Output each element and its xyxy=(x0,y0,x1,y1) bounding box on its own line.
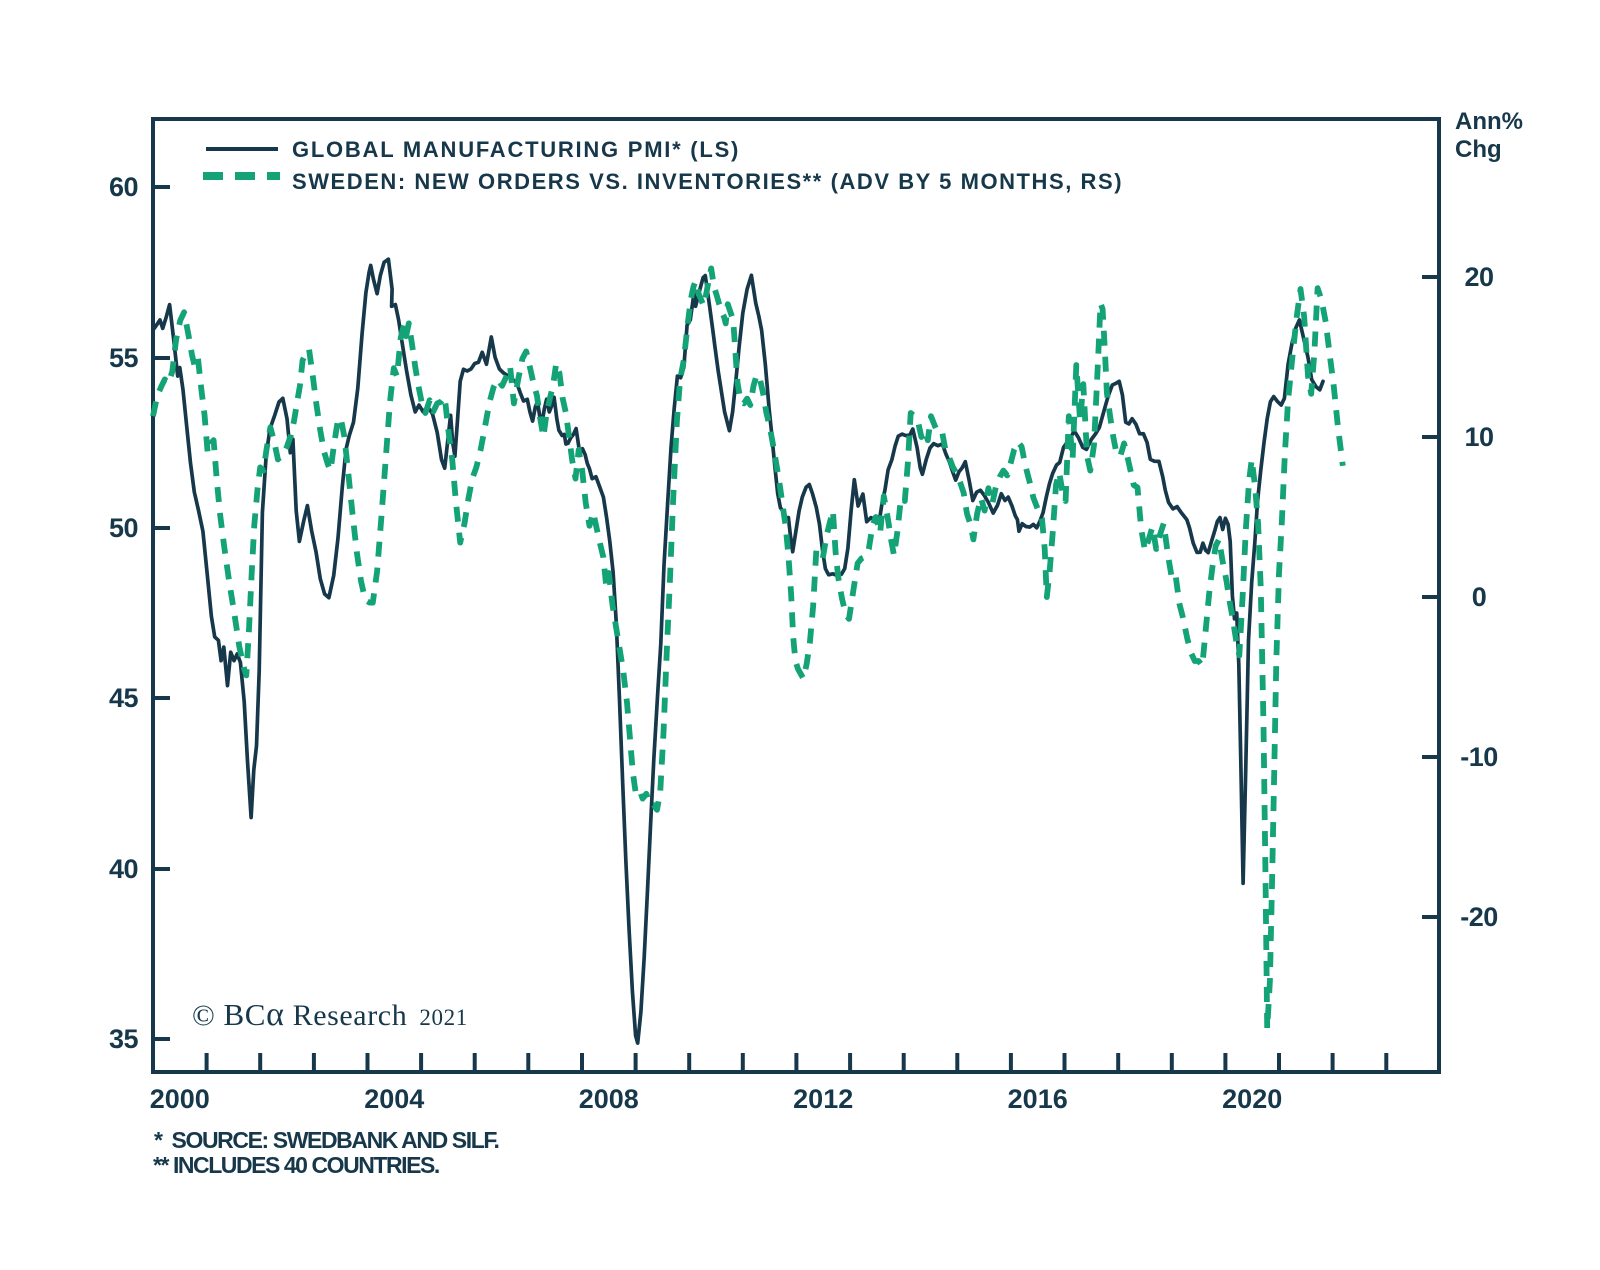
svg-text:2004: 2004 xyxy=(364,1084,424,1114)
svg-text:* SOURCE: SWEDBANK AND SILF.: * SOURCE: SWEDBANK AND SILF. xyxy=(154,1127,498,1153)
svg-text:20: 20 xyxy=(1464,262,1493,292)
svg-text:0: 0 xyxy=(1472,582,1487,612)
svg-text:2020: 2020 xyxy=(1222,1084,1282,1114)
svg-text:2016: 2016 xyxy=(1008,1084,1068,1114)
svg-text:50: 50 xyxy=(109,513,138,543)
svg-text:60: 60 xyxy=(109,172,138,202)
svg-text:45: 45 xyxy=(109,683,139,713)
svg-text:-20: -20 xyxy=(1460,902,1498,932)
svg-text:2008: 2008 xyxy=(579,1084,639,1114)
svg-text:-10: -10 xyxy=(1460,742,1498,772)
svg-text:10: 10 xyxy=(1464,422,1493,452)
svg-text:SWEDEN: NEW ORDERS VS. INVENTO: SWEDEN: NEW ORDERS VS. INVENTORIES** (AD… xyxy=(292,169,1123,194)
svg-text:40: 40 xyxy=(109,854,138,884)
svg-text:55: 55 xyxy=(109,343,139,373)
svg-text:GLOBAL MANUFACTURING PMI* (LS): GLOBAL MANUFACTURING PMI* (LS) xyxy=(292,137,740,162)
svg-text:2012: 2012 xyxy=(793,1084,853,1114)
svg-text:Ann%: Ann% xyxy=(1455,108,1523,135)
svg-text:35: 35 xyxy=(109,1024,139,1054)
svg-text:Chg: Chg xyxy=(1455,136,1502,163)
svg-text:© BCα Research 2021: © BCα Research 2021 xyxy=(192,996,468,1033)
svg-text:** INCLUDES 40 COUNTRIES.: ** INCLUDES 40 COUNTRIES. xyxy=(153,1152,439,1178)
svg-text:2000: 2000 xyxy=(150,1084,210,1114)
